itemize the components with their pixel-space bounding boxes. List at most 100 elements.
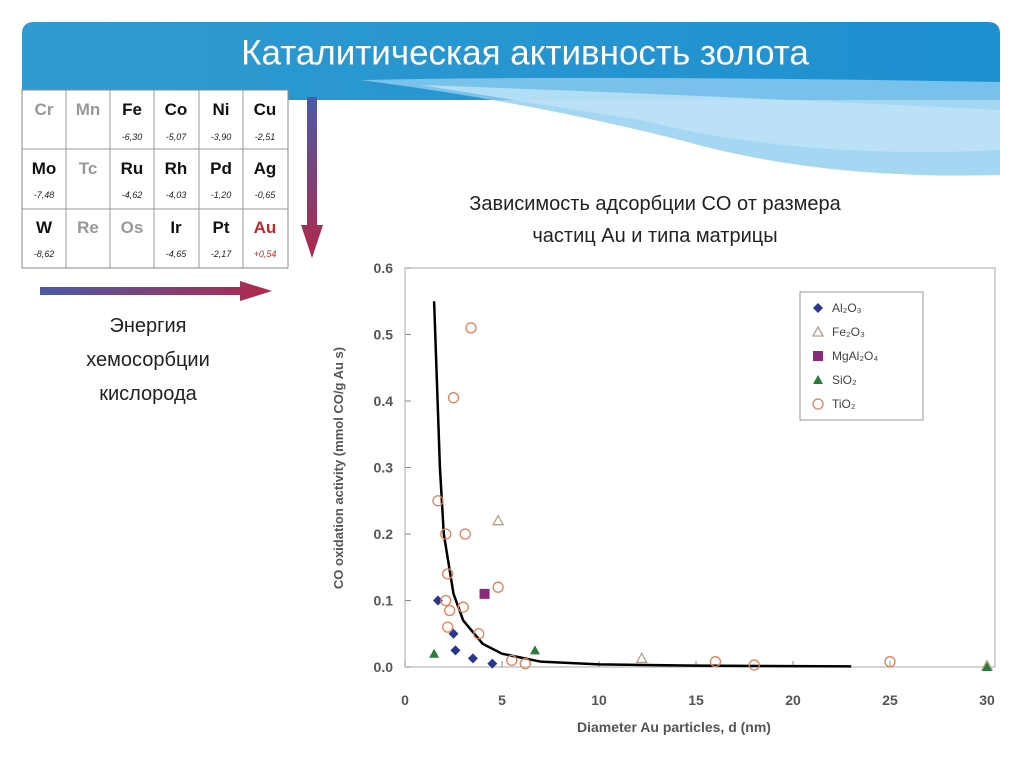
legend-box xyxy=(799,291,924,421)
symbol: W xyxy=(36,218,53,237)
point xyxy=(748,659,760,671)
x-tick-label: 15 xyxy=(688,692,704,708)
fit-curve xyxy=(432,301,852,668)
x-tick-label: 0 xyxy=(401,692,409,708)
point xyxy=(884,656,896,668)
slide-title: Каталитическая активность золота xyxy=(241,33,809,72)
symbol: Tc xyxy=(79,159,98,178)
header-wave xyxy=(420,85,1000,152)
y-tick-label: 0.3 xyxy=(374,460,394,476)
energy: -7,48 xyxy=(34,190,55,200)
point xyxy=(635,652,648,664)
legend-marker xyxy=(813,303,823,313)
x-tick-label: 25 xyxy=(882,692,898,708)
point xyxy=(492,581,504,593)
point xyxy=(443,604,456,617)
energy: -1,20 xyxy=(211,190,232,200)
symbol: Fe xyxy=(122,100,142,119)
point xyxy=(447,392,460,404)
y-tick-label: 0.4 xyxy=(374,393,394,409)
point xyxy=(442,568,454,580)
point xyxy=(432,495,444,507)
periodic-table: Cr Mn Fe -6,30 Co -5,07 Ni -3,90 Cu -2,5… xyxy=(21,89,289,269)
symbol: Mn xyxy=(76,100,101,119)
legend-label: TiO₂ xyxy=(832,397,856,411)
legend-marker xyxy=(811,325,825,337)
legend-marker xyxy=(813,351,823,361)
point xyxy=(519,658,531,670)
energy-caption: хемосорбции xyxy=(86,349,210,371)
energy: -8,62 xyxy=(34,249,55,259)
x-tick-label: 30 xyxy=(979,692,995,708)
symbol: Os xyxy=(121,218,144,237)
y-tick-label: 0.1 xyxy=(374,593,394,609)
point xyxy=(448,628,459,639)
symbol: Ru xyxy=(121,159,144,178)
symbol: Ir xyxy=(170,218,182,237)
energy: +0,54 xyxy=(254,249,277,259)
point xyxy=(450,645,461,656)
y-axis-label: CO oxidation activity (mmol CO/g Au s) xyxy=(331,347,346,589)
point xyxy=(709,656,722,668)
x-tick-label: 10 xyxy=(591,692,607,708)
energy: -0,65 xyxy=(255,190,277,200)
energy: -5,07 xyxy=(166,132,188,142)
symbol: Rh xyxy=(165,159,188,178)
energy: -3,90 xyxy=(211,132,232,142)
energy: -4,62 xyxy=(122,190,143,200)
symbol: Pd xyxy=(210,159,232,178)
legend-label: Fe₂O₃ xyxy=(832,325,865,339)
legend-marker xyxy=(813,375,823,384)
energy-caption: Энергия xyxy=(110,315,187,337)
symbol: Ag xyxy=(254,159,277,178)
point xyxy=(442,621,454,633)
chart-caption: частиц Au и типа матрицы xyxy=(532,225,777,247)
x-tick-label: 20 xyxy=(785,692,801,708)
right-arrow xyxy=(40,281,272,301)
point xyxy=(440,528,452,540)
point xyxy=(457,601,469,613)
energy: -2,17 xyxy=(211,249,233,259)
energy-caption: кислорода xyxy=(99,383,197,405)
energy: -2,51 xyxy=(255,132,276,142)
x-tick-label: 5 xyxy=(498,692,506,708)
point xyxy=(492,514,505,526)
energy: -4,65 xyxy=(166,249,188,259)
chart-caption: Зависимость адсорбции CO от размера xyxy=(469,193,841,215)
symbol: Re xyxy=(77,218,99,237)
legend-label: SiO₂ xyxy=(832,373,857,387)
table-grid xyxy=(22,90,288,268)
legend-label: Al₂O₃ xyxy=(832,301,862,315)
y-tick-label: 0.2 xyxy=(374,526,394,542)
table-frame xyxy=(21,89,289,269)
point xyxy=(487,658,498,669)
symbol: Pt xyxy=(213,218,230,237)
energy: -6,30 xyxy=(122,132,143,142)
symbol: Ni xyxy=(213,100,230,119)
y-tick-label: 0.0 xyxy=(374,659,394,675)
symbol: Cu xyxy=(254,100,277,119)
down-arrow xyxy=(301,97,323,258)
energy: -4,03 xyxy=(166,190,187,200)
point xyxy=(459,528,471,540)
y-tick-label: 0.5 xyxy=(374,327,394,343)
y-tick-label: 0.6 xyxy=(374,260,394,276)
symbol: Cr xyxy=(35,100,54,119)
point xyxy=(465,322,477,334)
x-axis-label: Diameter Au particles, d (nm) xyxy=(577,719,771,735)
symbol: Mo xyxy=(32,159,57,178)
point xyxy=(479,588,490,599)
point xyxy=(432,595,443,606)
point xyxy=(473,628,485,640)
legend-marker xyxy=(812,398,824,410)
point xyxy=(529,645,540,655)
point xyxy=(467,653,478,664)
symbol: Co xyxy=(165,100,188,119)
symbol: Au xyxy=(254,218,277,237)
point xyxy=(440,594,452,607)
point xyxy=(429,648,440,658)
point xyxy=(506,654,518,666)
legend-label: MgAl₂O₄ xyxy=(832,349,878,363)
